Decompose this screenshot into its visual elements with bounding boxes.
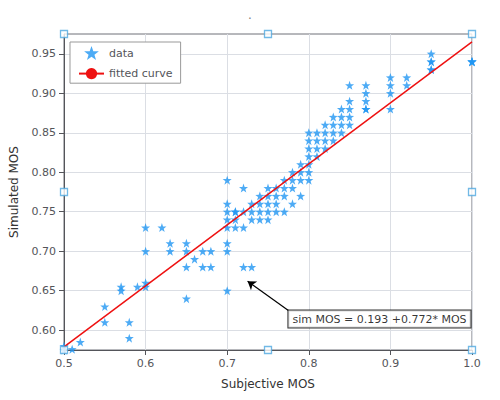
svg-text:Subjective MOS: Subjective MOS: [221, 377, 315, 391]
svg-text:0.8: 0.8: [300, 357, 318, 370]
svg-text:0.5: 0.5: [55, 357, 73, 370]
svg-text:fitted curve: fitted curve: [109, 67, 173, 80]
svg-text:0.75: 0.75: [32, 205, 57, 218]
svg-text:sim MOS = 0.193 +0.772* MOS: sim MOS = 0.193 +0.772* MOS: [292, 313, 466, 326]
svg-text:0.90: 0.90: [32, 87, 57, 100]
svg-text:0.80: 0.80: [32, 166, 57, 179]
svg-text:0.60: 0.60: [32, 324, 57, 337]
svg-text:Simulated MOS: Simulated MOS: [7, 146, 21, 238]
svg-text:0.65: 0.65: [32, 284, 57, 297]
svg-text:0.6: 0.6: [137, 357, 155, 370]
svg-text:0.70: 0.70: [32, 245, 57, 258]
svg-text:1.0: 1.0: [463, 357, 481, 370]
svg-text:data: data: [109, 47, 134, 60]
svg-text:0.85: 0.85: [32, 126, 57, 139]
svg-text:0.7: 0.7: [218, 357, 236, 370]
svg-text:0.95: 0.95: [32, 47, 57, 60]
svg-text:.: .: [248, 8, 252, 22]
svg-text:0.9: 0.9: [382, 357, 400, 370]
